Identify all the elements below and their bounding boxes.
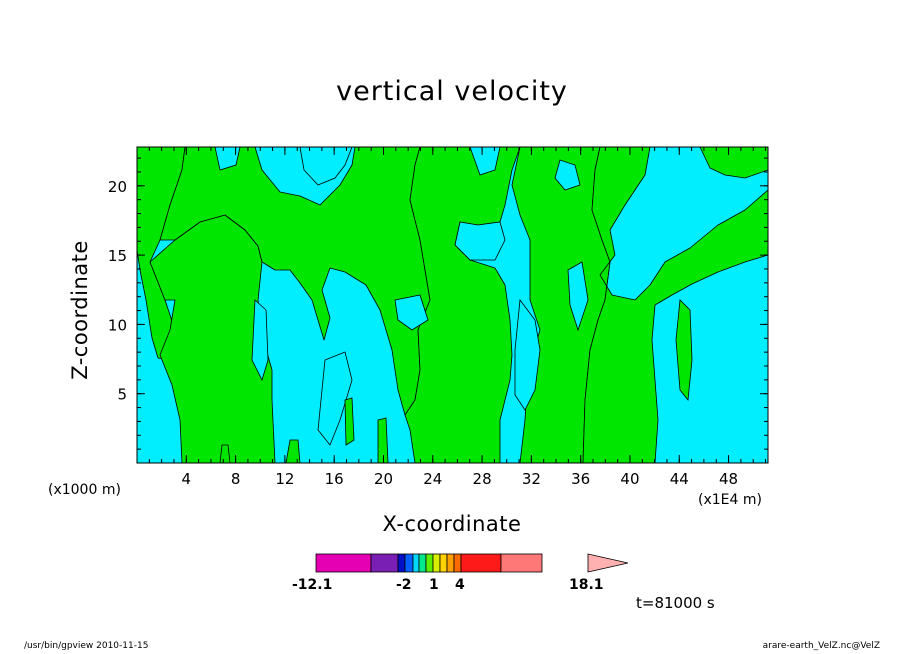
updraft-island	[377, 417, 389, 463]
downdraft-island	[554, 159, 581, 191]
tick-label: 16	[325, 470, 344, 488]
colorbar-segment	[418, 553, 427, 573]
tick-label: 28	[473, 470, 492, 488]
colorbar-label: 1	[429, 577, 439, 593]
colorbar-label: 4	[455, 577, 465, 593]
downdraft-island	[394, 294, 429, 331]
downdraft-island	[514, 298, 541, 411]
colorbar-segment	[412, 553, 420, 573]
chart-title: vertical velocity	[336, 76, 568, 107]
updraft-island	[344, 397, 355, 446]
colorbar-segment	[439, 553, 448, 573]
tick-label: 5	[117, 386, 127, 404]
updraft-region	[699, 147, 768, 179]
colorbar-segment	[432, 553, 441, 573]
colorbar-segment	[425, 553, 434, 573]
updraft-island	[219, 444, 231, 463]
downdraft-island	[317, 351, 353, 446]
tick-label: 36	[571, 470, 590, 488]
colorbar-segment	[500, 553, 543, 573]
tick-label: 10	[108, 316, 127, 334]
colorbar-segment	[315, 553, 372, 573]
colorbar-segment	[397, 553, 406, 573]
tick-label: 24	[423, 470, 442, 488]
colorbar-segment	[453, 553, 462, 573]
colorbar-label: 18.1	[569, 577, 604, 593]
tick-label: 4	[182, 470, 192, 488]
updraft-regions	[137, 147, 768, 463]
x-axis-label: X-coordinate	[382, 512, 522, 536]
x-unit-right: (x1E4 m)	[698, 492, 762, 508]
colorbar-label: -2	[396, 577, 412, 593]
updraft-islands	[219, 299, 693, 463]
footer-file: arare-earth_VelZ.nc@VelZ	[762, 641, 880, 651]
colorbar-label: -12.1	[292, 577, 333, 593]
updraft-region	[582, 147, 768, 463]
colorbar-arrow	[587, 553, 629, 573]
updraft-island	[285, 439, 301, 463]
downdraft-island	[454, 221, 506, 261]
tick-label: 48	[719, 470, 738, 488]
downdraft-island	[567, 261, 589, 332]
colorbar-segment	[404, 553, 414, 573]
updraft-island	[675, 299, 693, 402]
y-axis-label: Z-coordinate	[68, 240, 92, 380]
tick-label: 40	[620, 470, 639, 488]
time-label: t=81000 s	[636, 594, 715, 612]
downdraft-island	[251, 299, 269, 382]
tick-label: 20	[374, 470, 393, 488]
plot-frame	[136, 146, 769, 464]
tick-label: 12	[275, 470, 294, 488]
tick-label: 15	[108, 247, 127, 265]
tick-label: 32	[522, 470, 541, 488]
downdraft-island	[299, 147, 353, 186]
updraft-region	[159, 147, 431, 416]
downdraft-islands	[214, 147, 589, 446]
colorbar-segment	[370, 553, 399, 573]
colorbar-segment	[460, 553, 502, 573]
footer-program: /usr/bin/gpview 2010-11-15	[24, 641, 149, 651]
tick-label: 44	[670, 470, 689, 488]
colorbar-segment	[446, 553, 455, 573]
tick-label: 8	[231, 470, 241, 488]
x-unit-left: (x1000 m)	[48, 482, 121, 498]
downdraft-island	[214, 147, 241, 171]
downdraft-island	[469, 147, 501, 176]
colorbar	[315, 553, 629, 573]
axis-ticks	[137, 147, 768, 463]
tick-label: 20	[108, 178, 127, 196]
